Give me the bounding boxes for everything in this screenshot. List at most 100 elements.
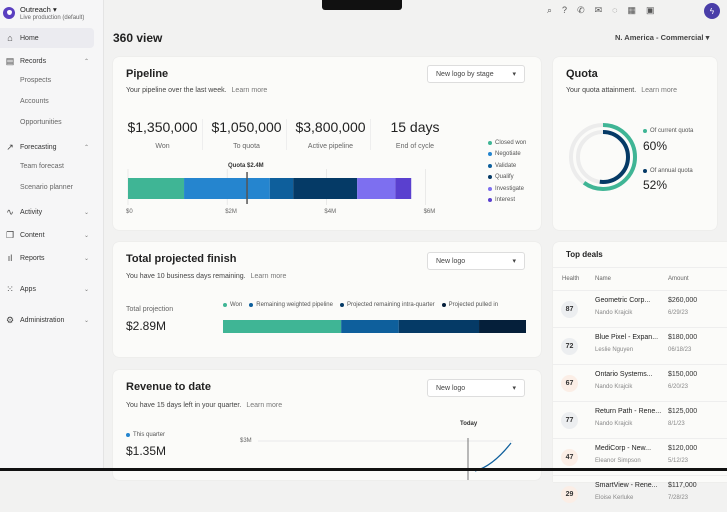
chevron-up-icon[interactable]: ⌃ xyxy=(84,144,90,151)
region-selector[interactable]: N. America - Commercial ▾ xyxy=(615,33,710,42)
revenue-line-chart xyxy=(258,438,513,480)
legend-item: Qualify xyxy=(488,172,526,184)
chevron-down-icon[interactable]: ⌄ xyxy=(84,317,90,324)
current-quota-value: 60% xyxy=(643,139,668,153)
content-icon: ❐ xyxy=(5,229,15,240)
deal-name[interactable]: Ontario Systems... xyxy=(595,371,653,378)
bar-segment-interest[interactable] xyxy=(395,178,412,199)
legend-label: Projected remaining intra-quarter xyxy=(346,301,435,308)
quota-marker-label: Quota $2.4M xyxy=(228,163,264,169)
current-quota-arc[interactable] xyxy=(569,123,637,191)
bar-segment-validate[interactable] xyxy=(269,178,294,199)
deal-row[interactable]: 67 Ontario Systems... Nando Krajcik $150… xyxy=(553,364,727,401)
sidebar-subitem-scenario-planner[interactable]: Scenario planner xyxy=(20,184,73,191)
health-badge: 72 xyxy=(561,338,578,355)
help-icon[interactable]: ? xyxy=(562,5,568,15)
x-tick-label: $2M xyxy=(225,209,237,215)
chevron-up-icon[interactable]: ⌃ xyxy=(84,58,90,65)
sidebar-item-label: Records xyxy=(20,57,47,65)
health-badge: 67 xyxy=(561,375,578,392)
annual-quota-value: 52% xyxy=(643,178,668,192)
stat-value: $1,350,000 xyxy=(127,119,198,135)
bar-segment-remaining-weighted-pipeline[interactable] xyxy=(341,320,399,333)
calendar-icon[interactable]: ▦ xyxy=(627,5,637,15)
deal-name[interactable]: Geometric Corp... xyxy=(595,297,651,304)
column-name[interactable]: Name xyxy=(595,276,612,282)
column-health[interactable]: Health xyxy=(562,276,580,282)
annual-quota-arc[interactable] xyxy=(576,130,630,184)
legend-item: Closed won xyxy=(488,137,526,149)
stat-label: To quota xyxy=(233,143,260,150)
legend-dot xyxy=(488,175,492,180)
deal-amount: $120,000 xyxy=(668,445,698,452)
sidebar-subitem-accounts[interactable]: Accounts xyxy=(20,98,49,105)
phone-icon[interactable]: ✆ xyxy=(577,5,585,15)
column-amount[interactable]: Amount xyxy=(668,276,689,282)
chevron-down-icon[interactable]: ⌄ xyxy=(84,255,90,262)
learn-more-link[interactable]: Learn more xyxy=(250,273,287,280)
search-icon[interactable]: ⌕ xyxy=(547,5,553,15)
chat-icon[interactable]: ◌ xyxy=(612,5,618,15)
legend-item: Won xyxy=(223,299,242,311)
deal-name[interactable]: SmartView - Rene... xyxy=(595,482,658,489)
sidebar-item-records[interactable]: ▤ Records ⌃ xyxy=(0,51,104,71)
deal-date: 6/29/23 xyxy=(668,310,689,316)
sidebar-item-forecasting[interactable]: ↗ Forecasting ⌃ xyxy=(0,137,104,157)
bar-segment-projected-remaining-intra-quarter[interactable] xyxy=(398,320,480,333)
contact-icon[interactable]: ▣ xyxy=(646,5,655,15)
legend-item: Investigate xyxy=(488,183,526,195)
sidebar-subitem-team-forecast[interactable]: Team forecast xyxy=(20,163,64,170)
chevron-down-icon[interactable]: ⌄ xyxy=(84,232,90,239)
sidebar-subitem-prospects[interactable]: Prospects xyxy=(20,77,52,84)
deal-row[interactable]: 72 Blue Pixel - Expan... Leslie Nguyen $… xyxy=(553,327,727,364)
learn-more-link[interactable]: Learn more xyxy=(246,402,283,409)
mail-icon[interactable]: ✉ xyxy=(594,5,603,15)
sidebar-subitem-opportunities[interactable]: Opportunities xyxy=(20,119,62,126)
legend-item: Remaining weighted pipeline xyxy=(249,299,333,311)
projected-subtitle: You have 10 business days remaining. Lear… xyxy=(126,273,286,280)
deal-name[interactable]: MediCorp - New... xyxy=(595,445,652,452)
bar-segment-won[interactable] xyxy=(223,320,342,333)
deal-row[interactable]: 29 SmartView - Rene... Eloise Kerluke $1… xyxy=(553,475,727,512)
user-avatar[interactable]: ϟ xyxy=(704,3,720,19)
caret-down-icon: ▾ xyxy=(512,385,516,392)
bar-segment-investigate[interactable] xyxy=(357,178,396,199)
revenue-dropdown[interactable]: New logo ▾ xyxy=(427,379,525,397)
top-deals-title: Top deals xyxy=(566,250,603,259)
deal-owner: Nando Krajcik xyxy=(595,310,633,316)
bar-segment-projected-pulled-in[interactable] xyxy=(479,320,526,333)
deal-date: 06/18/23 xyxy=(668,347,692,353)
deal-owner: Nando Krajcik xyxy=(595,384,633,390)
stat-value: $3,800,000 xyxy=(295,119,366,135)
bar-segment-qualify[interactable] xyxy=(293,178,358,199)
bar-segment-negotiate[interactable] xyxy=(184,178,270,199)
deal-row[interactable]: 77 Return Path - Rene... Nando Krajcik $… xyxy=(553,401,727,438)
sidebar-item-apps[interactable]: ⁙ Apps ⌄ xyxy=(0,279,104,299)
workspace-switcher[interactable]: Outreach ▾ xyxy=(20,5,57,14)
learn-more-link[interactable]: Learn more xyxy=(641,87,677,94)
deal-row[interactable]: 47 MediCorp - New... Eleanor Simpson $12… xyxy=(553,438,727,475)
trend-icon: ↗ xyxy=(6,141,14,152)
projected-dropdown[interactable]: New logo ▾ xyxy=(427,252,525,270)
pipeline-dropdown[interactable]: New logo by stage ▾ xyxy=(427,65,525,83)
total-projection-value: $2.89M xyxy=(126,319,167,333)
sidebar-item-activity[interactable]: ∿ Activity ⌄ xyxy=(0,202,104,222)
sidebar-item-label: Administration xyxy=(20,316,65,324)
bar-chart-icon: ıl xyxy=(7,253,13,263)
deal-row[interactable]: 87 Geometric Corp... Nando Krajcik $260,… xyxy=(553,290,727,327)
sidebar-item-home[interactable]: ⌂ Home xyxy=(0,28,94,48)
deal-name[interactable]: Return Path - Rene... xyxy=(595,408,662,415)
deal-name[interactable]: Blue Pixel - Expan... xyxy=(595,334,659,341)
chevron-down-icon[interactable]: ⌄ xyxy=(84,209,90,216)
subtitle-text: You have 10 business days remaining. xyxy=(126,273,246,280)
bar-segment-closed-won[interactable] xyxy=(128,178,185,199)
chevron-down-icon[interactable]: ⌄ xyxy=(84,286,90,293)
deal-amount: $260,000 xyxy=(668,297,698,304)
deal-date: 5/12/23 xyxy=(668,458,689,464)
sidebar-item-content[interactable]: ❐ Content ⌄ xyxy=(0,225,104,245)
deal-date: 7/28/23 xyxy=(668,495,689,501)
sidebar-item-reports[interactable]: ıl Reports ⌄ xyxy=(0,248,104,268)
learn-more-link[interactable]: Learn more xyxy=(231,87,268,94)
health-badge: 77 xyxy=(561,412,578,429)
sidebar-item-administration[interactable]: ⚙ Administration ⌄ xyxy=(0,310,104,330)
